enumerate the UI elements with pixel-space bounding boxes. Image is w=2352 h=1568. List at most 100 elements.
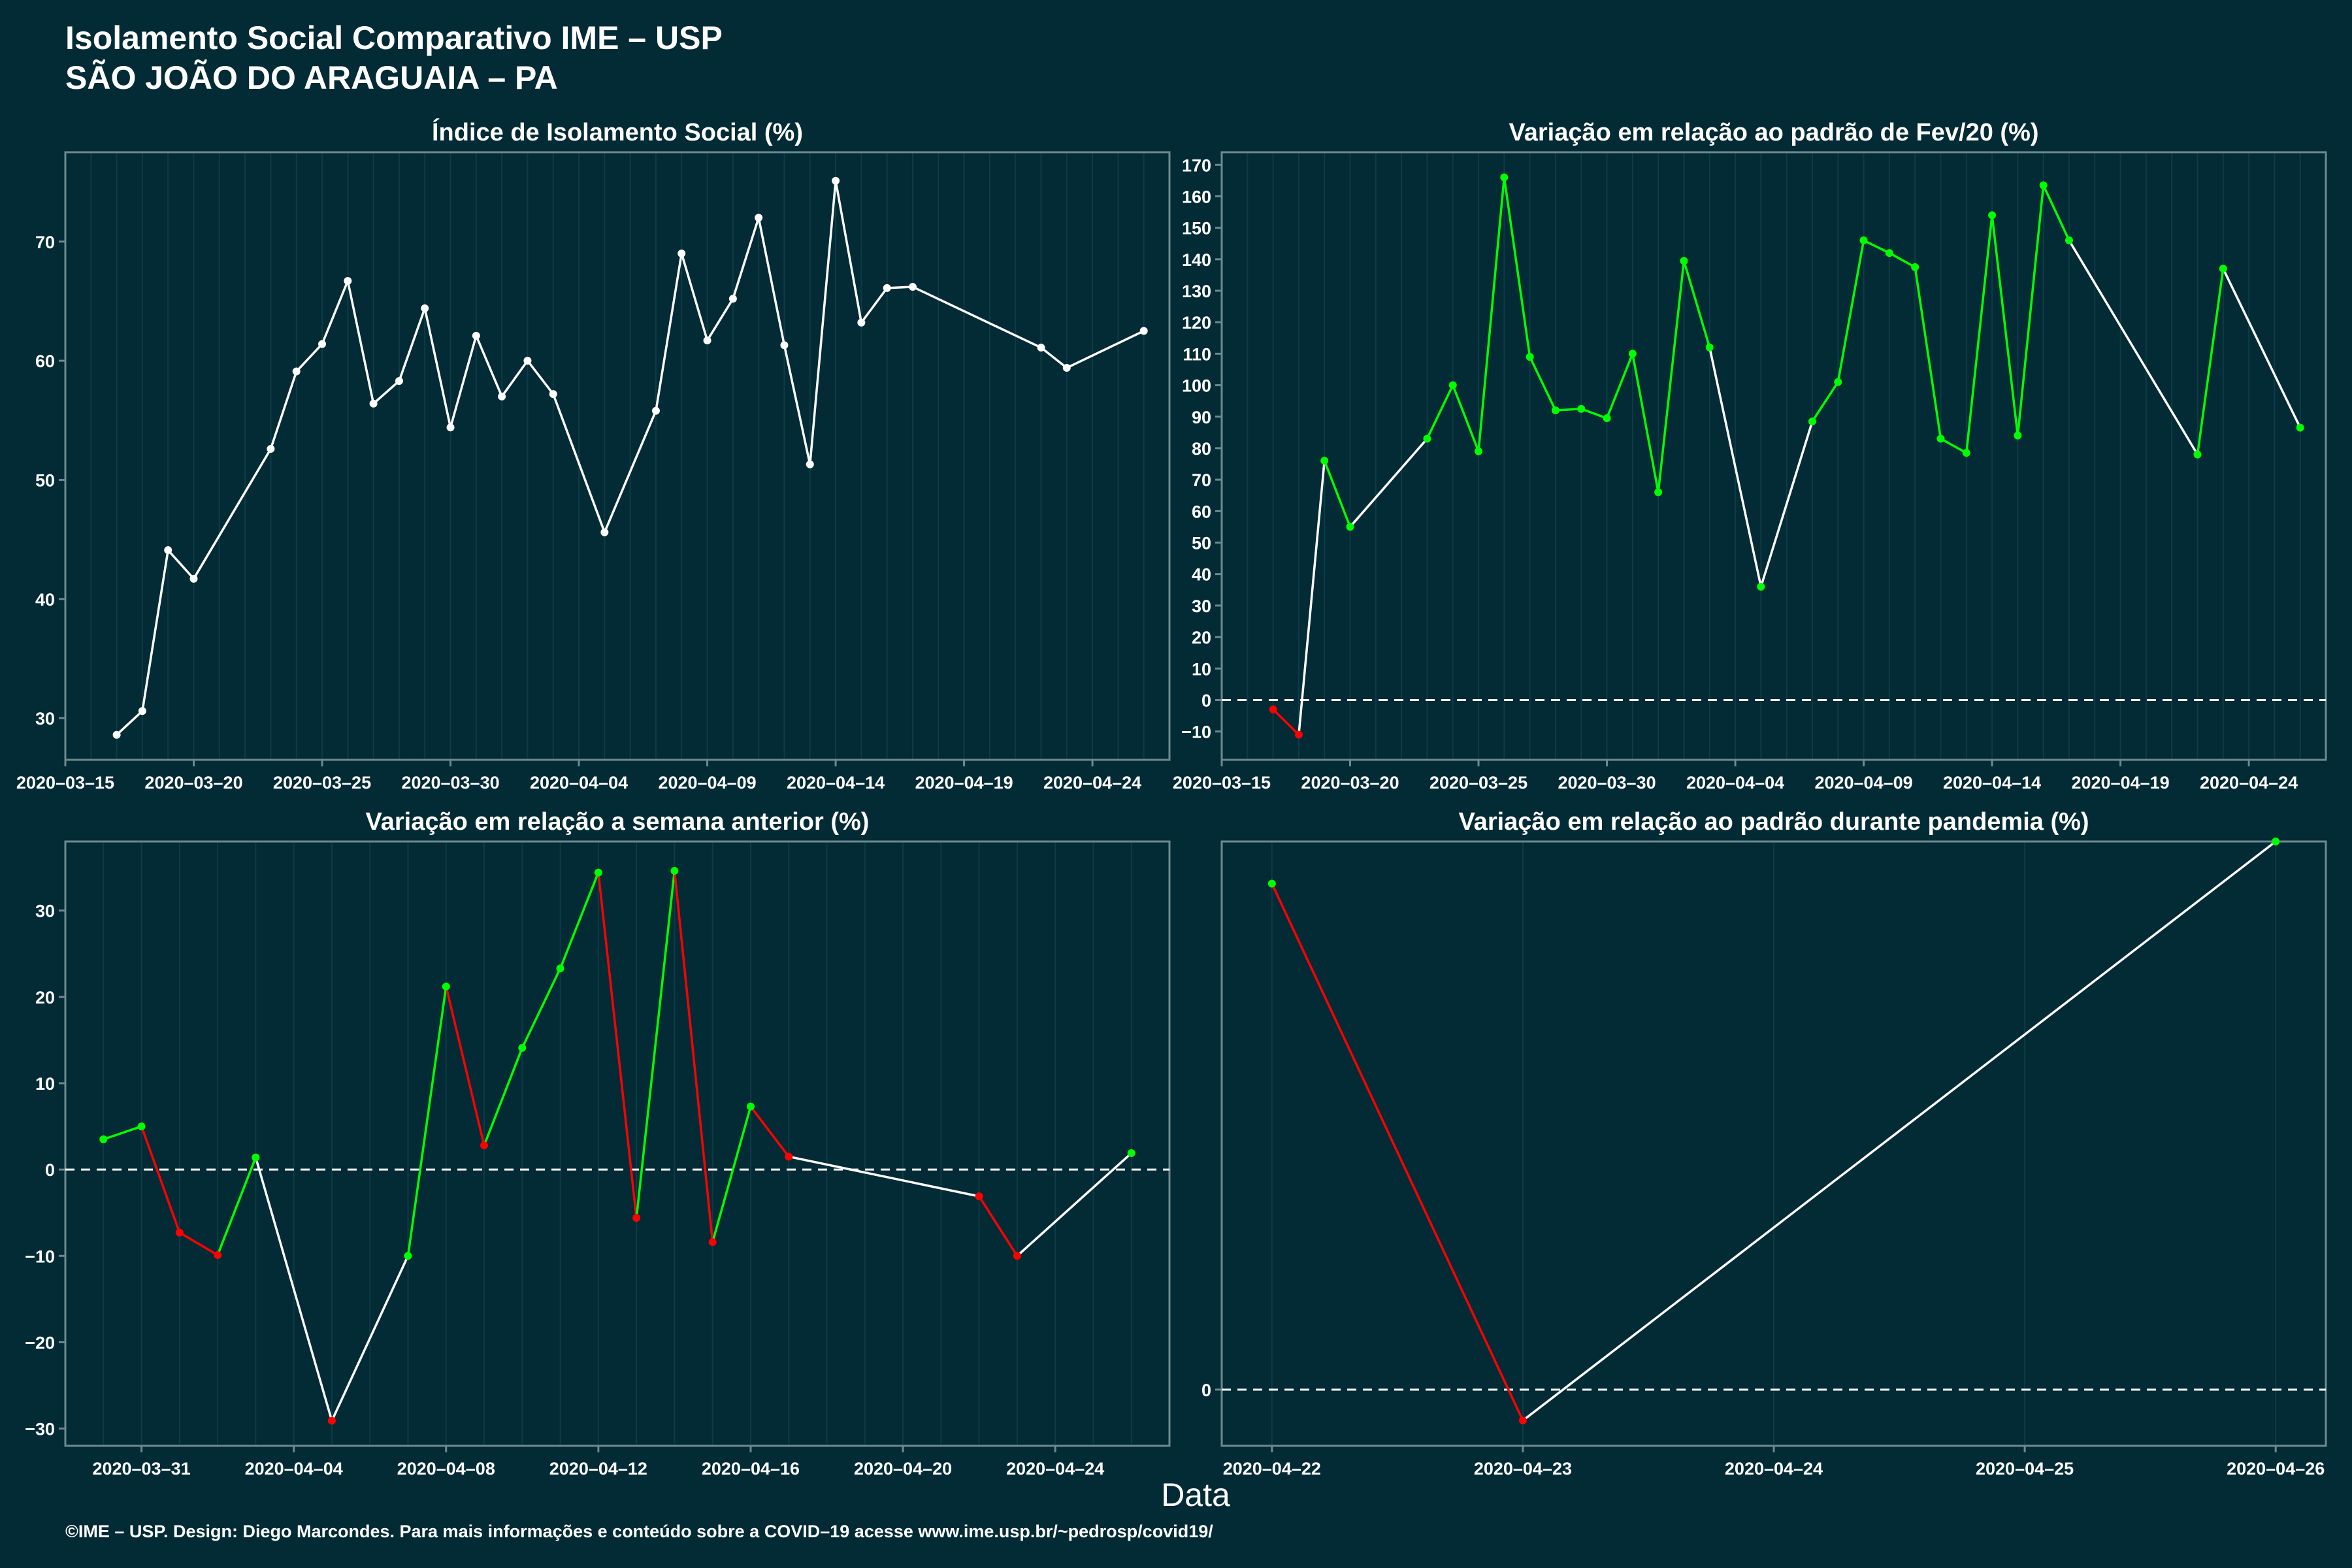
data-point <box>1269 705 1277 713</box>
data-point <box>1013 1252 1021 1260</box>
x-tick-label: 2020–04–24 <box>1725 1459 1823 1478</box>
grid-lines <box>65 152 1170 760</box>
y-tick-label: 50 <box>1192 534 1211 553</box>
x-tick-label: 2020–04–16 <box>702 1459 800 1478</box>
x-tick-label: 2020–03–20 <box>1301 773 1399 792</box>
data-point <box>1705 343 1714 351</box>
data-point <box>446 423 455 432</box>
x-tick-label: 2020–04–24 <box>2200 773 2298 792</box>
page-subtitle: SÃO JOÃO DO ARAGUAIA – PA <box>65 59 558 96</box>
data-point <box>1757 582 1765 591</box>
series-segment <box>1837 239 1865 384</box>
data-point <box>2296 423 2304 432</box>
y-tick-label: 40 <box>1192 565 1211 585</box>
x-tick-label: 2020–04–04 <box>530 773 628 792</box>
data-point <box>1526 353 1534 361</box>
y-tick-label: 10 <box>1192 659 1211 679</box>
series-segment <box>1682 259 1711 349</box>
x-tick-label: 2020–04–19 <box>915 773 1013 792</box>
series-segment <box>1708 346 1763 588</box>
grid-lines <box>65 841 1170 1446</box>
series-segment <box>1605 352 1634 419</box>
data-point <box>975 1192 983 1201</box>
y-tick-label: 60 <box>1192 502 1211 521</box>
series-segment <box>445 985 485 1147</box>
series-segment <box>860 287 889 324</box>
y-tick-label: 0 <box>1201 1380 1211 1400</box>
series-segment <box>977 1195 1019 1258</box>
x-tick-label: 2020–04–09 <box>658 773 756 792</box>
y-tick-label: 170 <box>1182 155 1211 175</box>
series-segment <box>673 870 714 1243</box>
series-points <box>99 866 1135 1425</box>
y-tick-label: −20 <box>25 1333 55 1352</box>
grid-lines <box>1221 152 2327 760</box>
series-line <box>1271 840 2277 1422</box>
data-point <box>518 1043 527 1052</box>
data-point <box>1808 417 1816 425</box>
data-point <box>883 284 891 292</box>
data-point <box>651 406 660 415</box>
series-segment <box>141 549 169 712</box>
y-tick-label: 80 <box>1192 439 1211 459</box>
data-point <box>164 546 172 555</box>
footer-credits: ©IME – USP. Design: Diego Marcondes. Par… <box>65 1522 1213 1541</box>
y-tick-label: 30 <box>35 709 55 728</box>
data-point <box>1834 378 1842 386</box>
y-tick-label: 20 <box>1192 628 1211 647</box>
data-point <box>2193 450 2202 459</box>
y-tick-label: 30 <box>1192 596 1211 616</box>
x-tick-label: 2020–03–30 <box>1558 773 1656 792</box>
series-line <box>115 180 1145 736</box>
data-point <box>498 392 506 400</box>
y-tick-label: 50 <box>35 470 55 490</box>
y-tick-label: 20 <box>35 988 55 1007</box>
chart-title: Índice de Isolamento Social (%) <box>432 118 803 146</box>
y-tick-label: 140 <box>1182 250 1211 270</box>
x-tick-label: 2020–03–15 <box>1173 773 1271 792</box>
plot-frame <box>64 151 1171 761</box>
series-segment <box>1657 259 1686 494</box>
x-tick-label: 2020–04–14 <box>787 773 885 792</box>
data-point <box>1654 488 1663 497</box>
data-point <box>2039 181 2048 189</box>
data-point <box>1911 263 1919 271</box>
plot-frame <box>64 840 1171 1447</box>
series-segment <box>1939 437 1968 454</box>
x-tick-label: 2020–04–09 <box>1814 773 1912 792</box>
data-point <box>1577 404 1586 413</box>
data-point <box>138 707 146 715</box>
series-segment <box>787 1155 981 1198</box>
series-segment <box>1862 239 1891 254</box>
data-point <box>2014 431 2022 440</box>
y-tick-label: −30 <box>25 1420 55 1439</box>
data-point <box>2272 838 2280 845</box>
series-segment <box>597 871 638 1219</box>
data-point <box>1518 1416 1527 1425</box>
data-point <box>318 340 327 348</box>
y-tick-label: 90 <box>1192 408 1211 427</box>
y-tick-label: 100 <box>1182 376 1211 396</box>
data-point <box>344 276 352 285</box>
data-point <box>112 730 121 739</box>
series-segment <box>1522 840 2277 1422</box>
series-segment <box>2196 267 2225 456</box>
data-point <box>1448 381 1457 389</box>
y-tick-label: 0 <box>45 1160 55 1180</box>
series-segment <box>1811 381 1840 423</box>
series-segment <box>635 870 676 1219</box>
x-tick-label: 2020–04–19 <box>2071 773 2169 792</box>
data-point <box>137 1122 146 1131</box>
y-tick-label: 60 <box>35 351 55 371</box>
series-segment <box>603 409 657 534</box>
data-point <box>1346 523 1354 531</box>
series-segment <box>1554 407 1582 412</box>
series-segment <box>449 335 478 429</box>
series-segment <box>1039 346 1068 369</box>
data-point <box>442 983 450 990</box>
x-tick-label: 2020–03–31 <box>92 1459 190 1478</box>
series-segment <box>1580 407 1609 419</box>
series-segment <box>102 1125 143 1141</box>
series-segment <box>706 297 734 342</box>
